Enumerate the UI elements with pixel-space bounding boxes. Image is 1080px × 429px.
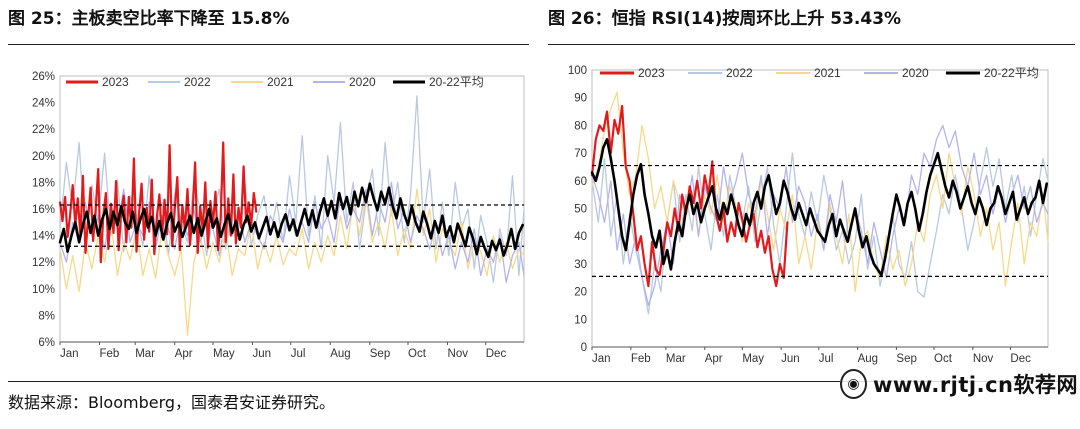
series-line-2023 — [58, 141, 258, 264]
y-tick-label: 50 — [574, 204, 587, 216]
y-tick-label: 8% — [38, 310, 55, 322]
y-tick-label: 0 — [581, 342, 587, 354]
x-tick-label: Oct — [408, 348, 427, 360]
y-tick-label: 16% — [32, 204, 55, 216]
x-tick-label: Jul — [819, 353, 834, 365]
x-tick-label: Aug — [330, 348, 350, 360]
x-tick-label: Sep — [370, 348, 390, 360]
legend-label: 2022 — [726, 66, 753, 80]
x-tick-label: Dec — [486, 348, 507, 360]
x-tick-label: Feb — [631, 353, 651, 365]
y-tick-label: 24% — [32, 98, 55, 110]
legend-label: 2022 — [184, 75, 211, 89]
hsi-rsi-chart: 0 10 20 30 40 50 60 70 80 90 100 Jan Feb Mar Apr May Jun… — [568, 65, 1049, 365]
legend-label: 2023 — [638, 66, 665, 80]
y-tick-label: 90 — [574, 93, 587, 105]
x-tick-label: Jun — [252, 348, 271, 360]
y-tick-label: 10% — [32, 284, 55, 296]
legend-label: 2020 — [902, 66, 929, 80]
left-figure-title: 图 25：主板卖空比率下降至 15.8% — [8, 9, 290, 29]
legend-label: 2020 — [349, 75, 376, 89]
x-tick-label: Apr — [175, 348, 193, 360]
y-tick-label: 80 — [574, 120, 587, 132]
x-tick-label: Aug — [858, 353, 878, 365]
chart-legend: 2023 2022 2021 2020 20-22平均 — [66, 75, 484, 89]
y-tick-label: 14% — [32, 231, 55, 243]
wechat-logo-icon: ◉ — [840, 369, 867, 399]
y-tick-label: 22% — [32, 124, 55, 136]
y-tick-label: 30 — [574, 259, 587, 271]
y-tick-label: 20% — [32, 151, 55, 163]
x-tick-label: Sep — [896, 353, 916, 365]
y-tick-label: 6% — [38, 337, 55, 349]
x-tick-label: Feb — [100, 348, 120, 360]
y-tick-label: 10 — [574, 314, 587, 326]
y-tick-label: 60 — [574, 176, 587, 188]
x-tick-label: Apr — [705, 353, 723, 365]
x-tick-label: May — [213, 348, 235, 360]
series-line-2023 — [590, 104, 789, 288]
series-line-20-22 — [58, 182, 525, 259]
x-tick-label: Mar — [666, 353, 686, 365]
x-tick-label: Nov — [973, 353, 994, 365]
legend-label: 2021 — [267, 75, 294, 89]
y-tick-label: 40 — [574, 231, 587, 243]
legend-label: 20-22平均 — [429, 75, 484, 89]
series-line-20-22 — [590, 138, 1049, 277]
x-tick-label: Jul — [291, 348, 306, 360]
short-selling-ratio-chart: 6% 8% 10% 12% 14% 16% 18% 20% 22% 24% 26% Jan Feb Mar… — [32, 71, 525, 360]
x-tick-label: Oct — [934, 353, 953, 365]
watermark-text: www.rjtj.cn软荐网 — [872, 373, 1078, 397]
y-tick-label: 20 — [574, 287, 587, 299]
y-tick-label: 70 — [574, 148, 587, 160]
chart-legend: 2023 2022 2021 2020 20-22平均 — [600, 66, 1039, 80]
x-tick-label: Dec — [1010, 353, 1031, 365]
x-tick-label: Jan — [60, 348, 79, 360]
x-tick-label: May — [742, 353, 764, 365]
title-divider-left — [8, 44, 529, 45]
y-tick-label: 18% — [32, 177, 55, 189]
x-tick-label: Jun — [781, 353, 800, 365]
y-tick-label: 12% — [32, 257, 55, 269]
legend-label: 2021 — [814, 66, 841, 80]
series-line-2020 — [591, 124, 1049, 307]
x-tick-label: Nov — [448, 348, 469, 360]
y-tick-label: 26% — [32, 71, 55, 83]
legend-label: 20-22平均 — [984, 66, 1039, 80]
legend-label: 2023 — [102, 75, 129, 89]
x-tick-label: Mar — [135, 348, 155, 360]
title-divider-right — [548, 44, 1075, 45]
source-note: 数据来源：Bloomberg，国泰君安证券研究。 — [8, 393, 336, 412]
watermark: ◉ www.rjtj.cn软荐网 — [840, 368, 1078, 400]
y-tick-label: 100 — [568, 65, 587, 77]
x-tick-label: Jan — [592, 353, 611, 365]
source-divider — [8, 381, 1075, 382]
right-figure-title: 图 26：恒指 RSI(14)按周环比上升 53.43% — [548, 9, 902, 29]
